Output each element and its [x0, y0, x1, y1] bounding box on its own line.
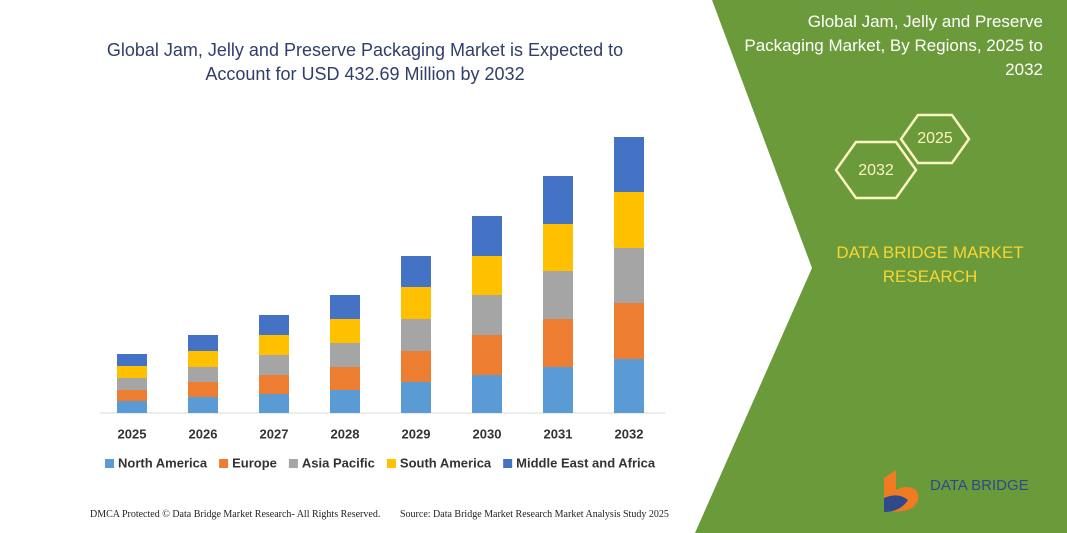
- legend-label: Europe: [232, 455, 277, 470]
- bar-segment: [543, 224, 573, 271]
- bar-segment: [117, 378, 147, 390]
- bar-segment: [188, 335, 218, 351]
- bar-segment: [330, 390, 360, 413]
- bar-segment: [330, 343, 360, 367]
- x-tick-label: 2031: [544, 426, 573, 441]
- bar-segment: [188, 397, 218, 413]
- bar-segment: [259, 315, 289, 335]
- logo-text: DATA BRIDGE: [930, 477, 1029, 494]
- bar-segment: [330, 295, 360, 319]
- side-panel: [695, 0, 1067, 533]
- bar-segment: [259, 375, 289, 394]
- bar-segment: [117, 366, 147, 378]
- bar-segment: [543, 176, 573, 224]
- legend-label: Asia Pacific: [302, 455, 375, 470]
- bar-segment: [543, 367, 573, 413]
- hex-label: 2032: [858, 162, 894, 179]
- bar-segment: [188, 351, 218, 367]
- hexagon: [899, 113, 971, 165]
- legend-label: Middle East and Africa: [516, 455, 656, 470]
- bar-segment: [543, 271, 573, 319]
- footer-source: Source: Data Bridge Market Research Mark…: [400, 509, 669, 520]
- bar-segment: [472, 256, 502, 295]
- x-tick-label: 2029: [402, 426, 431, 441]
- x-tick-label: 2025: [118, 426, 147, 441]
- legend-swatch: [219, 459, 229, 468]
- x-tick-label: 2032: [615, 426, 644, 441]
- x-tick-label: 2030: [473, 426, 502, 441]
- x-tick-label: 2026: [189, 426, 218, 441]
- bar-segment: [330, 319, 360, 343]
- footer-note: DMCA Protected © Data Bridge Market Rese…: [90, 509, 381, 520]
- bar-segment: [401, 382, 431, 413]
- bar-segment: [117, 401, 147, 413]
- bar-segment: [188, 382, 218, 397]
- logo-icon: [884, 495, 908, 512]
- legend-swatch: [386, 459, 396, 468]
- bar-segment: [472, 335, 502, 375]
- bar-segment: [614, 137, 644, 192]
- bar-segment: [330, 367, 360, 390]
- bar-segment: [259, 355, 289, 375]
- bar-segment: [614, 248, 644, 303]
- bar-segment: [543, 319, 573, 367]
- legend-swatch: [105, 459, 114, 468]
- bar-segment: [401, 256, 431, 287]
- bar-segment: [614, 192, 644, 248]
- x-tick-label: 2028: [331, 426, 360, 441]
- bar-segment: [117, 390, 147, 401]
- hex-label: 2025: [917, 130, 953, 147]
- bar-segment: [401, 287, 431, 319]
- bar-segment: [401, 319, 431, 351]
- legend-swatch: [503, 459, 513, 468]
- hexagon: [834, 140, 918, 200]
- bar-segment: [401, 351, 431, 382]
- bar-segment: [472, 295, 502, 335]
- bar-segment: [188, 367, 218, 382]
- bar-segment: [472, 216, 502, 256]
- legend-label: South America: [400, 455, 492, 470]
- chart-title: Global Jam, Jelly and Preserve Packaging…: [106, 40, 624, 84]
- bar-segment: [472, 375, 502, 413]
- bar-segment: [259, 394, 289, 413]
- legend-label: North America: [118, 455, 208, 470]
- legend-swatch: [288, 459, 298, 468]
- bar-segment: [614, 359, 644, 413]
- x-tick-label: 2027: [260, 426, 289, 441]
- panel-brand: DATA BRIDGE MARKET RESEARCH: [836, 243, 1024, 286]
- bar-segment: [259, 335, 289, 355]
- bar-segment: [117, 354, 147, 366]
- panel-title: Global Jam, Jelly and Preserve Packaging…: [744, 12, 1043, 79]
- bar-segment: [614, 303, 644, 359]
